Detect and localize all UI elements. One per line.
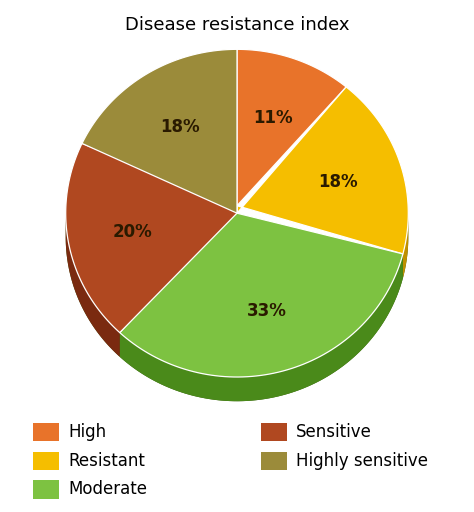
- Text: Highly sensitive: Highly sensitive: [296, 452, 428, 470]
- Bar: [261, 423, 287, 441]
- Text: 11%: 11%: [253, 109, 293, 126]
- Bar: [33, 480, 59, 499]
- Text: Resistant: Resistant: [69, 452, 146, 470]
- Polygon shape: [120, 254, 403, 401]
- Polygon shape: [66, 213, 408, 401]
- Bar: [33, 452, 59, 470]
- Polygon shape: [237, 49, 346, 213]
- Polygon shape: [82, 49, 237, 213]
- Bar: [33, 423, 59, 441]
- Bar: [261, 452, 287, 470]
- Text: Disease resistance index: Disease resistance index: [125, 16, 349, 34]
- Text: Sensitive: Sensitive: [296, 423, 372, 441]
- Text: 20%: 20%: [113, 223, 153, 241]
- Polygon shape: [120, 206, 403, 377]
- Text: Moderate: Moderate: [69, 480, 148, 499]
- Text: 18%: 18%: [160, 118, 200, 136]
- Text: 33%: 33%: [246, 302, 287, 319]
- Text: High: High: [69, 423, 107, 441]
- Polygon shape: [66, 214, 120, 357]
- Polygon shape: [237, 87, 408, 254]
- Polygon shape: [403, 215, 408, 278]
- Text: 18%: 18%: [318, 173, 358, 191]
- Polygon shape: [66, 143, 237, 333]
